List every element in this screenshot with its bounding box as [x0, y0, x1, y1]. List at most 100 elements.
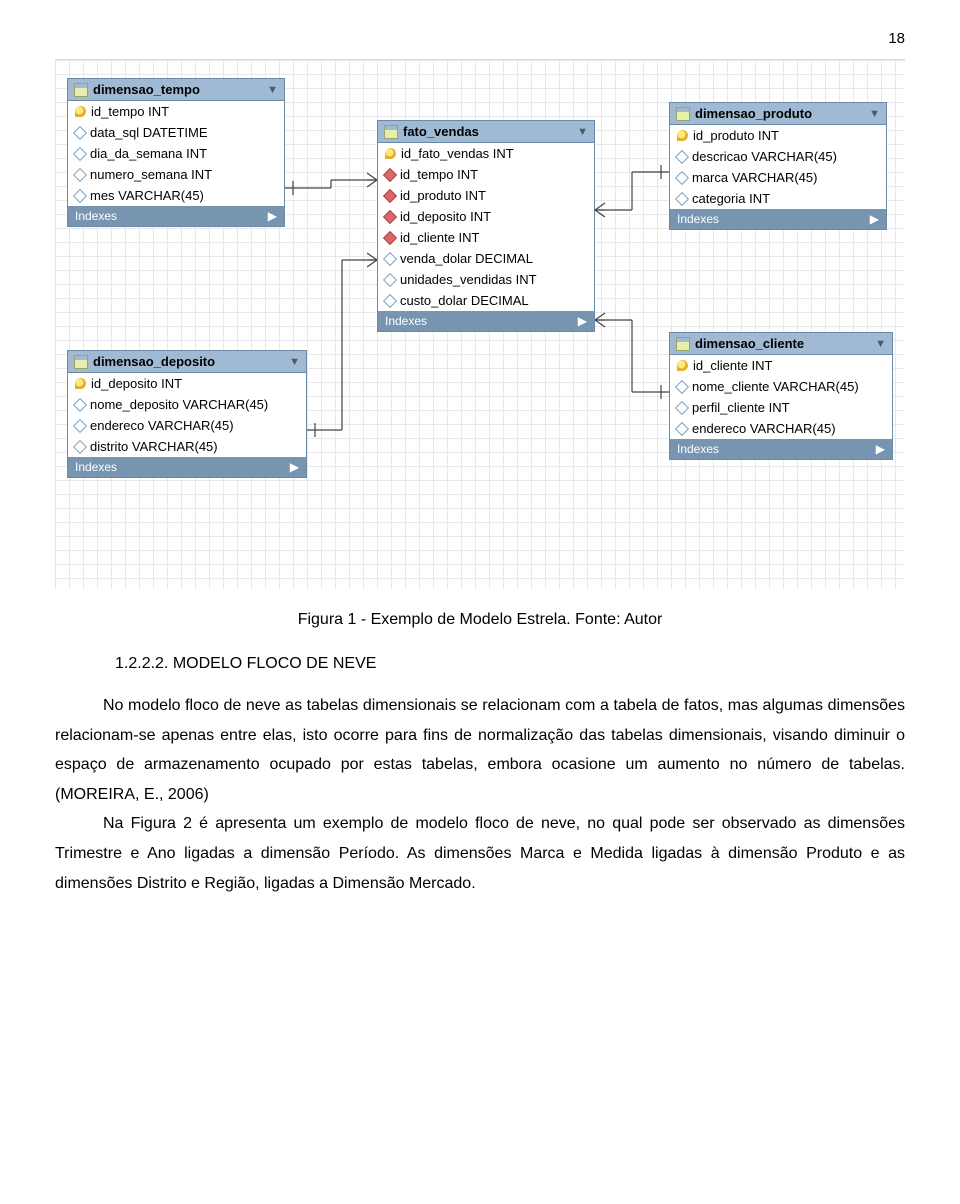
- column: id_fato_vendas INT: [378, 143, 594, 164]
- indexes-label: Indexes: [677, 442, 719, 456]
- column: nome_deposito VARCHAR(45): [68, 394, 306, 415]
- page-number: 18: [55, 30, 905, 47]
- column-label: distrito VARCHAR(45): [90, 439, 218, 454]
- diamond-icon: [73, 167, 87, 181]
- column-label: id_cliente INT: [693, 358, 772, 373]
- entity-title: dimensao_cliente: [695, 336, 804, 351]
- column-label: nome_deposito VARCHAR(45): [90, 397, 268, 412]
- entity-produto: dimensao_produto ▼ id_produto INT descricao…: [669, 102, 887, 230]
- diamond-fk-icon: [383, 230, 397, 244]
- body-text: No modelo floco de neve as tabelas dimen…: [55, 691, 905, 898]
- entity-title: dimensao_produto: [695, 106, 812, 121]
- column-label: id_tempo INT: [400, 167, 478, 182]
- column: nome_cliente VARCHAR(45): [670, 376, 892, 397]
- diamond-fk-icon: [383, 209, 397, 223]
- chevron-down-icon: ▼: [869, 108, 880, 120]
- table-icon: [74, 355, 88, 369]
- column: id_produto INT: [378, 185, 594, 206]
- column-label: perfil_cliente INT: [692, 400, 790, 415]
- entity-header: fato_vendas▼: [378, 121, 594, 143]
- column-label: dia_da_semana INT: [90, 146, 207, 161]
- column-label: data_sql DATETIME: [90, 125, 208, 140]
- entity-header: dimensao_produto ▼: [670, 103, 886, 125]
- chevron-down-icon: ▼: [267, 84, 278, 96]
- column-label: nome_cliente VARCHAR(45): [692, 379, 859, 394]
- column-label: id_tempo INT: [91, 104, 169, 119]
- indexes-bar: Indexes ▶: [68, 206, 284, 226]
- column: mes VARCHAR(45): [68, 185, 284, 206]
- chevron-down-icon: ▼: [289, 356, 300, 368]
- figure-caption: Figura 1 - Exemplo de Modelo Estrela. Fo…: [55, 611, 905, 629]
- triangle-right-icon: ▶: [290, 460, 299, 474]
- table-icon: [676, 337, 690, 351]
- column-label: categoria INT: [692, 191, 770, 206]
- column: id_deposito INT: [68, 373, 306, 394]
- column-label: descricao VARCHAR(45): [692, 149, 837, 164]
- indexes-bar: Indexes▶: [68, 457, 306, 477]
- column-label: id_produto INT: [400, 188, 486, 203]
- table-icon: [74, 83, 88, 97]
- column-label: venda_dolar DECIMAL: [400, 251, 533, 266]
- section-heading: 1.2.2.2. MODELO FLOCO DE NEVE: [115, 655, 905, 673]
- column: endereco VARCHAR(45): [670, 418, 892, 439]
- column: id_tempo INT: [68, 101, 284, 122]
- key-icon: [677, 130, 688, 141]
- table-icon: [676, 107, 690, 121]
- indexes-label: Indexes: [677, 212, 719, 226]
- diamond-icon: [675, 421, 689, 435]
- indexes-bar: Indexes▶: [378, 311, 594, 331]
- entity-tempo: dimensao_tempo ▼ id_tempo INT data_sql DATE…: [67, 78, 285, 227]
- diamond-icon: [73, 439, 87, 453]
- diamond-icon: [73, 397, 87, 411]
- column: endereco VARCHAR(45): [68, 415, 306, 436]
- column: custo_dolar DECIMAL: [378, 290, 594, 311]
- column-label: mes VARCHAR(45): [90, 188, 204, 203]
- column-label: marca VARCHAR(45): [692, 170, 817, 185]
- column: numero_semana INT: [68, 164, 284, 185]
- column-label: custo_dolar DECIMAL: [400, 293, 529, 308]
- diamond-icon: [675, 400, 689, 414]
- entity-header: dimensao_tempo ▼: [68, 79, 284, 101]
- indexes-label: Indexes: [75, 209, 117, 223]
- column: venda_dolar DECIMAL: [378, 248, 594, 269]
- diamond-fk-icon: [383, 167, 397, 181]
- entity-header: dimensao_deposito▼: [68, 351, 306, 373]
- column: marca VARCHAR(45): [670, 167, 886, 188]
- triangle-right-icon: ▶: [870, 212, 879, 226]
- diamond-icon: [73, 188, 87, 202]
- column-label: id_deposito INT: [400, 209, 491, 224]
- paragraph: Na Figura 2 é apresenta um exemplo de mo…: [55, 809, 905, 898]
- column-label: endereco VARCHAR(45): [692, 421, 836, 436]
- column: id_tempo INT: [378, 164, 594, 185]
- diamond-icon: [383, 251, 397, 265]
- column-label: id_fato_vendas INT: [401, 146, 514, 161]
- indexes-bar: Indexes ▶: [670, 209, 886, 229]
- column-label: numero_semana INT: [90, 167, 212, 182]
- column: descricao VARCHAR(45): [670, 146, 886, 167]
- column: id_produto INT: [670, 125, 886, 146]
- column: data_sql DATETIME: [68, 122, 284, 143]
- column: id_cliente INT: [378, 227, 594, 248]
- entity-cliente: dimensao_cliente▼id_cliente INTnome_clie…: [669, 332, 893, 460]
- diamond-icon: [675, 170, 689, 184]
- diamond-fk-icon: [383, 188, 397, 202]
- entity-title: dimensao_tempo: [93, 82, 200, 97]
- key-icon: [385, 148, 396, 159]
- column-label: id_cliente INT: [400, 230, 479, 245]
- table-icon: [384, 125, 398, 139]
- entity-deposito: dimensao_deposito▼ id_deposito INT nome_de…: [67, 350, 307, 478]
- diamond-icon: [675, 191, 689, 205]
- diamond-icon: [73, 146, 87, 160]
- column-label: id_produto INT: [693, 128, 779, 143]
- column: distrito VARCHAR(45): [68, 436, 306, 457]
- column-label: id_deposito INT: [91, 376, 182, 391]
- diamond-icon: [675, 149, 689, 163]
- diamond-icon: [675, 379, 689, 393]
- diamond-icon: [383, 293, 397, 307]
- column-label: endereco VARCHAR(45): [90, 418, 234, 433]
- entity-title: fato_vendas: [403, 124, 479, 139]
- triangle-right-icon: ▶: [876, 442, 885, 456]
- triangle-right-icon: ▶: [268, 209, 277, 223]
- column: id_cliente INT: [670, 355, 892, 376]
- column-label: unidades_vendidas INT: [400, 272, 537, 287]
